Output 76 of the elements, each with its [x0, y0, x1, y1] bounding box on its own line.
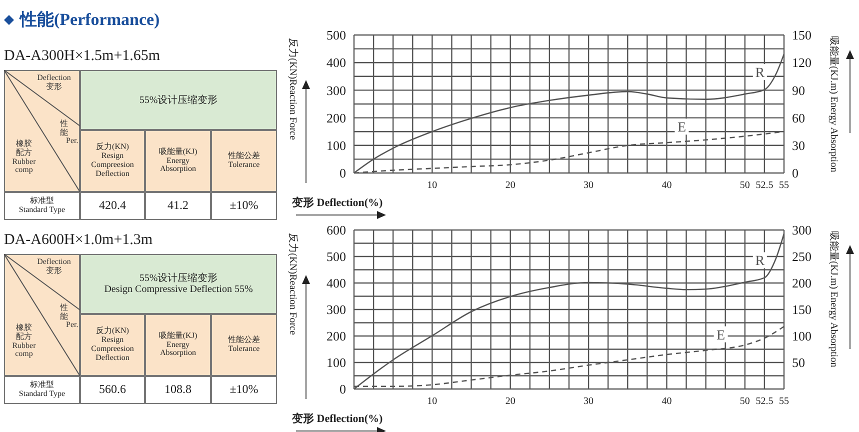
series-label: R: [755, 66, 766, 82]
text: 55%设计压缩变形 Design Compressive Deflection 55%: [80, 254, 277, 314]
y-tick-label: 0: [340, 382, 346, 397]
y-tick-label: 100: [326, 355, 346, 370]
y-tick-label: 100: [326, 138, 346, 154]
y-axis-title: 反力(KN)Reaction Force: [286, 38, 298, 140]
text: 反力(KN) Resign Compreesion Deflection: [80, 314, 145, 376]
text: 420.4: [80, 192, 145, 220]
x-tick-label: 52.5: [756, 180, 774, 192]
text: 性能(Performance): [20, 9, 160, 31]
text: ±10%: [211, 376, 277, 404]
series-label: E: [716, 328, 726, 344]
x-tick-label: 20: [505, 180, 516, 192]
text: 性能: [60, 119, 69, 138]
x-tick-label: 10: [427, 396, 438, 408]
y2-tick-label: 60: [792, 110, 805, 126]
x-axis-title: 变形 Deflection(%): [292, 412, 383, 426]
text: 反力(KN) Resign Compreesion Deflection: [80, 130, 145, 192]
y2-tick-label: 200: [792, 276, 812, 291]
series-label: R: [755, 254, 766, 270]
text: 标准型 Standard Type: [4, 192, 80, 220]
x-tick-label: 20: [505, 396, 516, 408]
y-axis-title: 反力(KN)Reaction Force: [286, 233, 298, 335]
y-tick-label: 0: [340, 166, 346, 181]
y2-tick-label: 50: [792, 355, 805, 370]
text: Deflection 变形: [36, 73, 72, 92]
x-tick-label: 50: [740, 180, 750, 192]
text: 560.6: [80, 376, 145, 404]
x-tick-label: 55: [779, 396, 789, 408]
text: 吸能量(KJ) Energy Absorption: [145, 130, 211, 192]
x-tick-label: 52.5: [756, 396, 774, 408]
y2-axis-title: 吸能量(KJ.m) Energy Absorption: [827, 36, 839, 172]
y2-tick-label: 100: [792, 328, 812, 344]
series-label: E: [677, 120, 686, 136]
y2-tick-label: 90: [792, 82, 805, 98]
text: Per.: [66, 320, 78, 329]
y2-tick-label: 300: [792, 222, 812, 238]
x-axis-title: 变形 Deflection(%): [292, 196, 383, 210]
y-tick-label: 200: [326, 110, 346, 126]
x-tick-label: 55: [779, 180, 789, 192]
text: 41.2: [145, 192, 211, 220]
y2-tick-label: 30: [792, 138, 805, 154]
y2-tick-label: 150: [792, 28, 812, 43]
x-tick-label: 50: [740, 396, 750, 408]
y2-tick-label: 250: [792, 249, 812, 264]
y2-tick-label: 120: [792, 55, 812, 70]
text: 性能公差 Tolerance: [211, 314, 277, 376]
y2-axis-title: 吸能量(KJ.m) Energy Absorption: [827, 231, 839, 368]
text: ±10%: [211, 192, 277, 220]
y-tick-label: 500: [326, 28, 346, 43]
text: 标准型 Standard Type: [4, 376, 80, 404]
text: DA-A600H×1.0m+1.3m: [4, 232, 153, 249]
y2-tick-label: 150: [792, 302, 812, 318]
text: 吸能量(KJ) Energy Absorption: [145, 314, 211, 376]
y-tick-label: 600: [326, 222, 346, 238]
y-tick-label: 400: [326, 55, 346, 70]
x-tick-label: 30: [584, 396, 594, 408]
text: 橡胶配方 Rubber comp: [11, 139, 37, 176]
text: 性能公差 Tolerance: [211, 130, 277, 192]
y-tick-label: 300: [326, 302, 346, 318]
y-tick-label: 500: [326, 249, 346, 264]
x-tick-label: 10: [427, 180, 438, 192]
x-tick-label: 30: [584, 180, 594, 192]
y-tick-label: 300: [326, 82, 346, 98]
text: Deflection 变形: [36, 257, 72, 276]
text: 性能: [60, 303, 69, 322]
x-tick-label: 40: [662, 396, 672, 408]
text: Per.: [66, 136, 78, 145]
text: DA-A300H×1.5m+1.65m: [4, 48, 160, 65]
text: 108.8: [145, 376, 211, 404]
text: 55%设计压缩变形: [80, 70, 277, 130]
y-tick-label: 200: [326, 328, 346, 344]
y-tick-label: 400: [326, 276, 346, 291]
x-tick-label: 40: [662, 180, 672, 192]
text: 橡胶配方 Rubber comp: [11, 323, 37, 360]
y2-tick-label: 0: [792, 166, 798, 181]
